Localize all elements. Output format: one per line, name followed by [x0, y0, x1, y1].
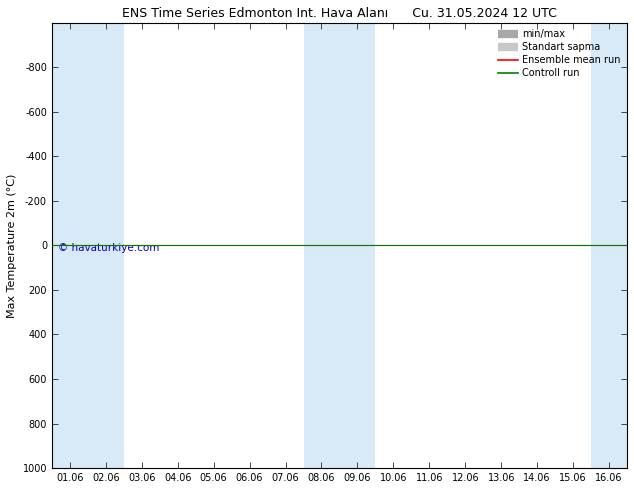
Bar	[52, 23, 88, 468]
Bar	[591, 23, 627, 468]
Bar	[304, 23, 339, 468]
Y-axis label: Max Temperature 2m (°C): Max Temperature 2m (°C)	[7, 173, 17, 318]
Bar	[88, 23, 124, 468]
Title: ENS Time Series Edmonton Int. Hava Alanı      Cu. 31.05.2024 12 UTC: ENS Time Series Edmonton Int. Hava Alanı…	[122, 7, 557, 20]
Text: © havaturkiye.com: © havaturkiye.com	[58, 243, 159, 253]
Bar	[339, 23, 375, 468]
Legend: min/max, Standart sapma, Ensemble mean run, Controll run: min/max, Standart sapma, Ensemble mean r…	[495, 25, 624, 82]
